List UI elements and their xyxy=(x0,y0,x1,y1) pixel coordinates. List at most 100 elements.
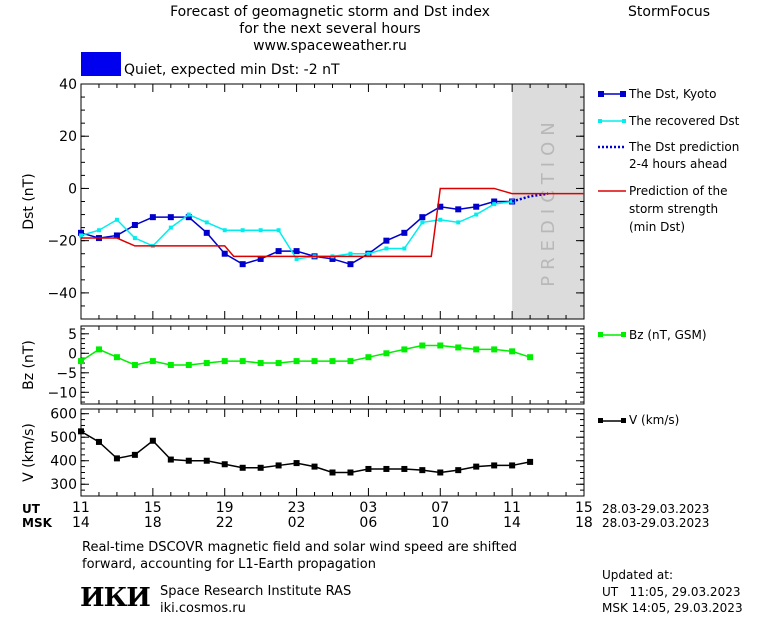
data-point xyxy=(203,457,210,464)
data-point xyxy=(437,203,444,210)
data-point xyxy=(293,358,300,365)
data-point xyxy=(239,358,246,365)
data-point xyxy=(437,342,444,349)
legend-v-label: V (km/s) xyxy=(629,413,680,427)
time-tick-label: 23 xyxy=(287,500,306,516)
data-point xyxy=(113,232,120,239)
data-point xyxy=(149,437,156,444)
y-tick-label: 500 xyxy=(50,430,77,446)
prediction-band xyxy=(512,84,584,319)
ut-date-range: 28.03-29.03.2023 xyxy=(602,502,710,516)
data-point xyxy=(473,463,480,470)
data-point xyxy=(257,255,264,262)
dst-panel: PREDICTION −40 −20 0 20 40 Dst (nT) xyxy=(21,77,585,320)
data-point xyxy=(167,362,174,368)
series-line xyxy=(80,200,513,265)
y-tick-label: 600 xyxy=(50,407,77,423)
time-tick-label: 22 xyxy=(215,515,234,531)
data-point xyxy=(311,463,318,470)
data-point xyxy=(527,354,534,361)
data-point xyxy=(221,358,228,365)
data-point xyxy=(365,465,372,472)
data-point xyxy=(293,248,300,255)
data-point xyxy=(221,250,228,257)
legend-area xyxy=(598,91,626,423)
data-point xyxy=(455,467,462,474)
data-point xyxy=(275,462,282,469)
data-point xyxy=(455,206,462,213)
data-point xyxy=(527,458,534,465)
data-point xyxy=(78,358,84,365)
data-point xyxy=(491,198,498,205)
series-line xyxy=(80,430,531,474)
data-point xyxy=(131,362,138,368)
status-color-swatch xyxy=(81,52,121,76)
msk-date-range: 28.03-29.03.2023 xyxy=(602,516,710,530)
data-point xyxy=(347,469,354,476)
data-point xyxy=(78,428,84,435)
data-point xyxy=(401,229,408,236)
data-point xyxy=(185,214,192,221)
data-point xyxy=(348,251,353,256)
data-point xyxy=(491,346,498,353)
data-point xyxy=(294,256,299,261)
data-point xyxy=(492,202,497,207)
institute-site[interactable]: iki.cosmos.ru xyxy=(160,601,246,616)
time-tick-label: 14 xyxy=(503,515,521,531)
legend-dst-kyoto-label: The Dst, Kyoto xyxy=(629,87,717,101)
status-text: Quiet, expected min Dst: -2 nT xyxy=(124,62,340,78)
data-point xyxy=(131,222,138,228)
legend-dst-prediction-label: The Dst prediction xyxy=(629,140,740,154)
legend-bz-label: Bz (nT, GSM) xyxy=(629,328,707,342)
y-axis-label: Dst (nT) xyxy=(21,173,37,229)
time-tick-label: 15 xyxy=(143,500,162,516)
y-axis-label: V (km/s) xyxy=(21,423,37,482)
data-point xyxy=(95,346,102,353)
data-point xyxy=(347,358,354,365)
time-tick-label: 10 xyxy=(431,515,450,531)
footer-note-line2: forward, accounting for L1-Earth propaga… xyxy=(82,557,376,572)
data-point xyxy=(347,261,354,268)
data-point xyxy=(149,214,156,221)
data-point xyxy=(132,236,137,241)
y-tick-label: 40 xyxy=(59,77,77,93)
data-point xyxy=(329,358,336,365)
data-point xyxy=(275,248,282,255)
data-point xyxy=(79,233,83,238)
data-point xyxy=(167,214,174,221)
data-point xyxy=(509,348,516,355)
data-point xyxy=(95,438,102,445)
time-tick-label: 11 xyxy=(72,500,90,516)
data-point xyxy=(509,462,516,469)
y-tick-label: 5 xyxy=(68,327,77,343)
time-tick-label: 19 xyxy=(215,500,234,516)
y-axis-label: Bz (nT) xyxy=(21,340,37,390)
time-tick-label: 06 xyxy=(359,515,378,531)
legend-bz-marker xyxy=(621,332,626,337)
y-tick-label: 400 xyxy=(50,454,77,470)
time-tick-label: 18 xyxy=(575,515,593,531)
legend-bz-marker xyxy=(598,332,603,337)
data-point xyxy=(419,342,426,349)
data-point xyxy=(401,346,408,353)
data-point xyxy=(257,360,264,367)
data-point xyxy=(510,199,515,204)
y-tick-label: 20 xyxy=(59,129,77,145)
legend-v-marker xyxy=(598,418,603,423)
chart-title-line1: Forecast of geomagnetic storm and Dst in… xyxy=(170,4,490,20)
data-point xyxy=(149,358,156,365)
legend-dst-recovered-label: The recovered Dst xyxy=(629,114,740,128)
data-point xyxy=(240,228,245,233)
data-point xyxy=(167,456,174,463)
data-point xyxy=(491,462,498,469)
data-point xyxy=(113,354,120,361)
series-line xyxy=(81,187,584,258)
data-point xyxy=(383,237,390,244)
data-point xyxy=(455,344,462,351)
data-point xyxy=(113,455,120,462)
data-point xyxy=(96,228,101,233)
ut-axis-label: UT xyxy=(22,502,40,516)
data-point xyxy=(473,203,480,210)
time-tick-label: 02 xyxy=(287,515,306,531)
legend-dst-recovered-marker xyxy=(598,119,602,123)
